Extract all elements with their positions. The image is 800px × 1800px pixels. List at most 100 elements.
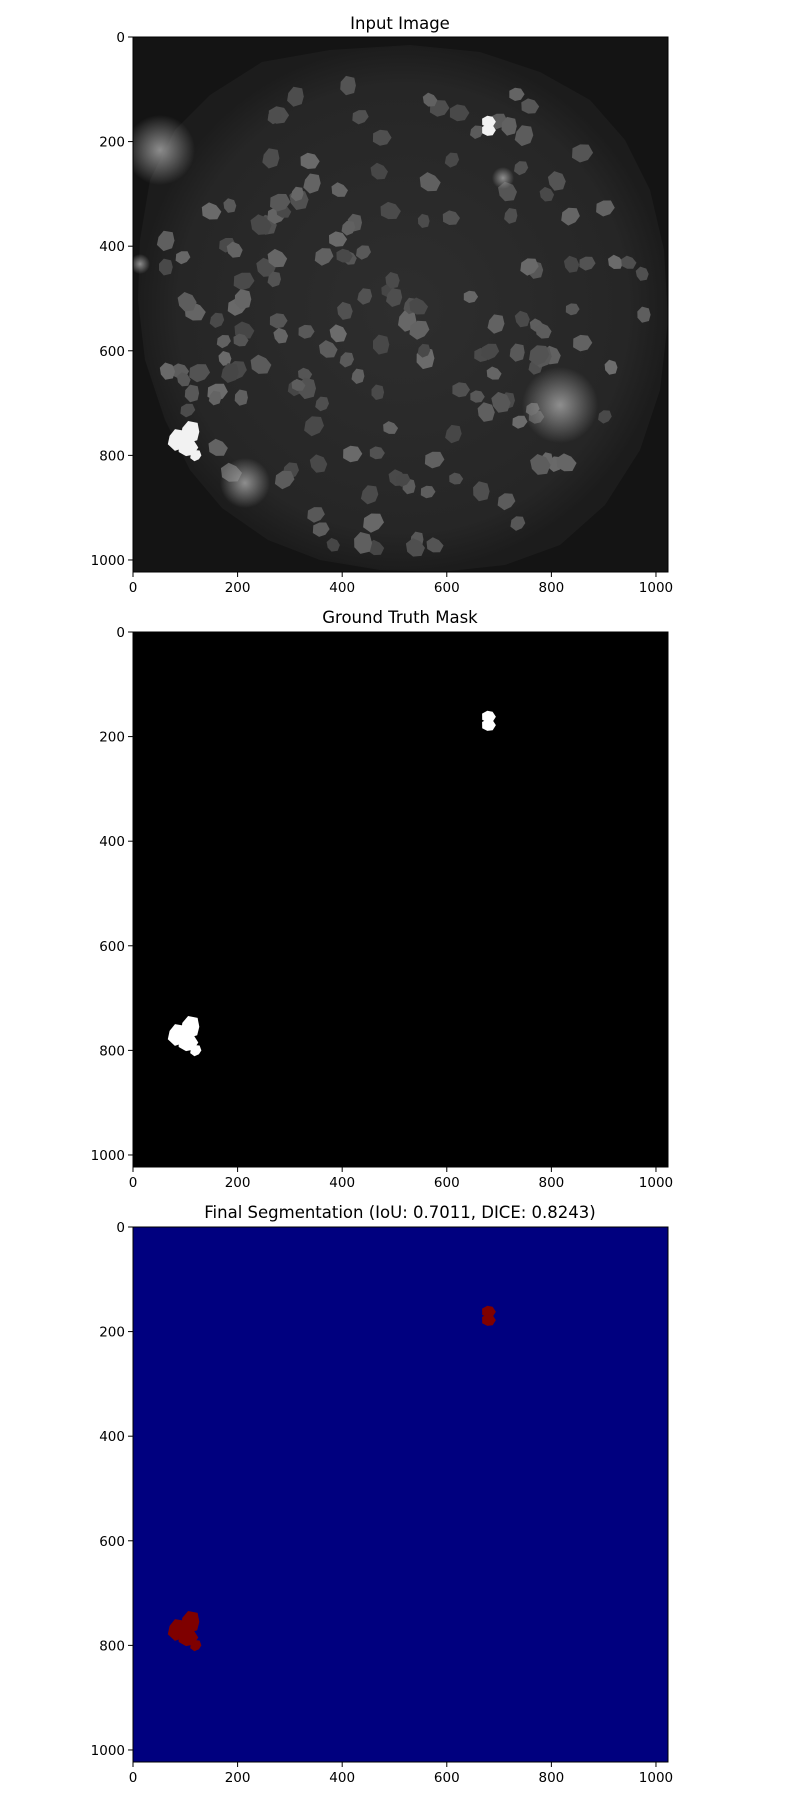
cell <box>422 92 438 107</box>
cell <box>369 446 385 460</box>
x-tick-label: 800 <box>538 580 564 596</box>
cell <box>159 362 176 380</box>
cell <box>509 343 525 362</box>
cell <box>491 391 511 413</box>
cell <box>343 445 363 463</box>
dish-region <box>138 45 668 572</box>
cell <box>354 532 373 554</box>
x-tick-label: 0 <box>129 580 138 596</box>
cell <box>380 201 401 220</box>
y-tick-label: 1000 <box>91 553 125 569</box>
cell <box>352 110 369 125</box>
mask-blob <box>190 1640 202 1652</box>
cell <box>530 454 551 475</box>
glow-spot <box>492 167 514 189</box>
axes-frame <box>132 631 669 1168</box>
glow-spot <box>133 254 150 274</box>
mask-region <box>482 115 496 136</box>
image-area <box>133 37 668 572</box>
y-tick-label: 0 <box>116 30 125 46</box>
mask-region <box>482 710 496 731</box>
cell <box>547 171 566 191</box>
x-tick-label: 1000 <box>639 1770 673 1786</box>
cell <box>274 470 295 490</box>
cell <box>351 368 365 384</box>
cell <box>177 292 197 312</box>
cell <box>267 248 288 268</box>
cell <box>395 473 411 487</box>
cell <box>357 288 373 305</box>
cell <box>270 193 291 212</box>
y-tick-label: 200 <box>99 135 125 151</box>
mask-background <box>133 1227 668 1762</box>
cell <box>424 451 445 469</box>
cell <box>315 396 329 412</box>
cell <box>409 297 429 315</box>
cell <box>419 172 441 192</box>
y-tick-label: 800 <box>99 1638 125 1654</box>
x-tick-label: 1000 <box>639 580 673 596</box>
glow-spot <box>522 367 598 443</box>
cell <box>637 306 651 323</box>
cell <box>509 87 525 101</box>
cell <box>336 248 353 263</box>
cell <box>370 162 388 180</box>
cell <box>298 324 315 339</box>
mask-blob <box>190 1045 202 1057</box>
cell <box>561 207 580 226</box>
cell <box>269 313 288 329</box>
cell <box>385 272 400 289</box>
cell <box>417 343 431 358</box>
cell <box>234 389 248 406</box>
cell <box>512 415 528 429</box>
cell <box>463 290 479 303</box>
cell <box>331 182 348 197</box>
mask-blob <box>482 1314 496 1326</box>
panel-ground-truth-mask: Ground Truth Mask 0 200 400 600 800 100002004… <box>91 608 674 1191</box>
cell <box>223 198 237 213</box>
cell <box>307 507 325 523</box>
mask-blob <box>482 1305 496 1318</box>
y-tick-label: 1000 <box>91 1743 125 1759</box>
cell <box>501 116 517 136</box>
x-tick-label: 0 <box>129 1770 138 1786</box>
y-tick-label: 400 <box>99 239 125 255</box>
cell <box>452 382 470 398</box>
cell <box>497 493 516 511</box>
y-tick-label: 200 <box>99 1325 125 1341</box>
cell <box>267 271 281 288</box>
cell <box>184 384 200 403</box>
mask-blob <box>482 710 496 723</box>
cell <box>470 125 484 139</box>
cell <box>180 403 196 418</box>
y-tick-label: 200 <box>99 730 125 746</box>
cell <box>329 231 348 247</box>
cell <box>449 104 470 122</box>
cell <box>371 384 385 400</box>
cell <box>514 161 529 176</box>
x-tick-label: 200 <box>225 1175 251 1191</box>
cell <box>520 258 539 276</box>
cell <box>309 454 328 473</box>
x-tick-label: 600 <box>434 580 460 596</box>
cell <box>573 334 593 352</box>
cell <box>449 472 464 485</box>
mask-blob <box>190 450 202 462</box>
cell <box>360 485 379 505</box>
cell <box>386 288 403 307</box>
cell <box>444 152 460 168</box>
cell <box>521 98 540 114</box>
cell <box>514 310 530 328</box>
cell <box>209 312 225 328</box>
cell <box>250 354 272 374</box>
y-tick-label: 1000 <box>91 1148 125 1164</box>
x-tick-label: 600 <box>434 1770 460 1786</box>
cell <box>426 537 444 553</box>
x-tick-label: 400 <box>329 1770 355 1786</box>
cell <box>156 230 175 252</box>
mask-blob <box>482 115 496 128</box>
cell <box>409 320 430 340</box>
cell <box>473 481 490 502</box>
cell <box>201 202 222 220</box>
cell <box>176 372 191 387</box>
